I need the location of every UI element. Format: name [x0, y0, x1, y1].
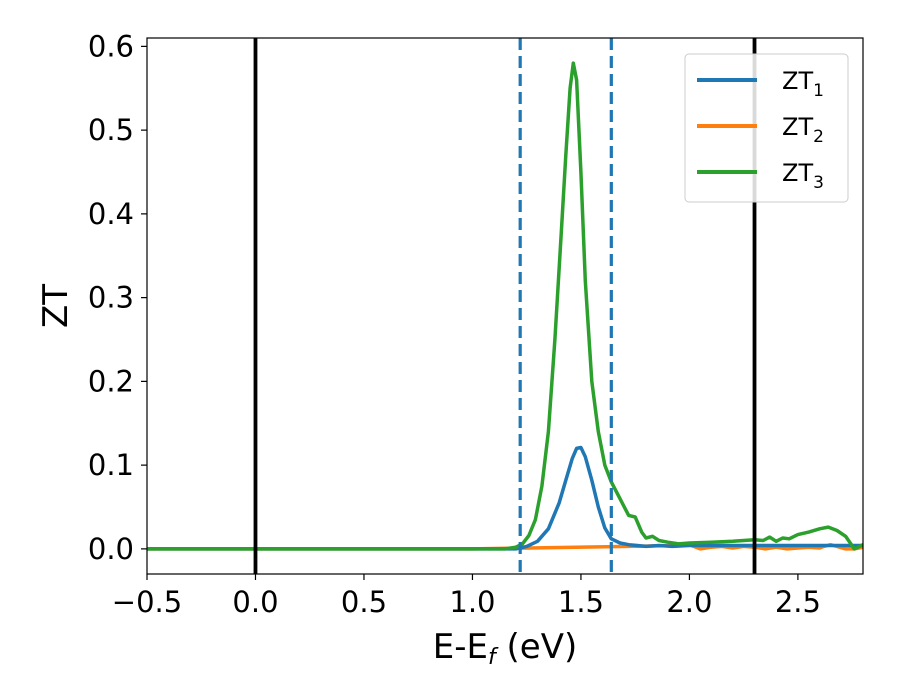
x-tick-label: 2.0	[666, 585, 712, 619]
x-tick-label: 0.0	[232, 585, 278, 619]
y-tick-label: 0.5	[88, 113, 134, 147]
y-tick-label: 0.0	[88, 532, 134, 566]
y-tick-label: 0.6	[88, 29, 134, 63]
plot-frame	[146, 37, 864, 575]
series-line-zt3	[147, 61, 863, 551]
y-tick-label: 0.4	[88, 197, 134, 231]
x-tick-label: 1.0	[449, 585, 495, 619]
x-axis-title-subscript: f	[488, 645, 499, 670]
x-tick-label: −0.5	[112, 585, 182, 619]
x-tick-label: 2.5	[775, 585, 821, 619]
legend-label-subscript: 1	[813, 81, 824, 101]
x-axis: −0.5 0.0 0.5 1.0 1.5 2.0 2.5	[112, 574, 821, 619]
y-tick-label: 0.3	[88, 281, 134, 315]
legend-item: ZT1	[697, 67, 824, 101]
legend-label: ZT3	[782, 159, 824, 193]
legend-label: ZT2	[782, 113, 824, 147]
legend: ZT1 ZT2 ZT3	[684, 53, 849, 203]
legend-label-subscript: 2	[813, 127, 824, 147]
x-tick-label: 1.5	[558, 585, 604, 619]
x-tick-label: 0.5	[341, 585, 387, 619]
legend-item: ZT2	[697, 113, 824, 147]
x-axis-title: E-Ef (eV)	[433, 627, 578, 670]
legend-item: ZT3	[697, 159, 824, 193]
legend-label: ZT1	[782, 67, 824, 101]
y-axis: 0.0 0.1 0.2 0.3 0.4 0.5 0.6	[88, 29, 147, 566]
legend-label-subscript: 3	[813, 173, 824, 193]
legend-box	[684, 53, 849, 203]
x-axis-title-unit: (eV)	[496, 627, 578, 667]
series-line-zt1	[147, 445, 863, 551]
y-tick-label: 0.1	[88, 448, 134, 482]
y-tick-label: 0.2	[88, 364, 134, 398]
y-axis-title: ZT	[36, 284, 76, 328]
